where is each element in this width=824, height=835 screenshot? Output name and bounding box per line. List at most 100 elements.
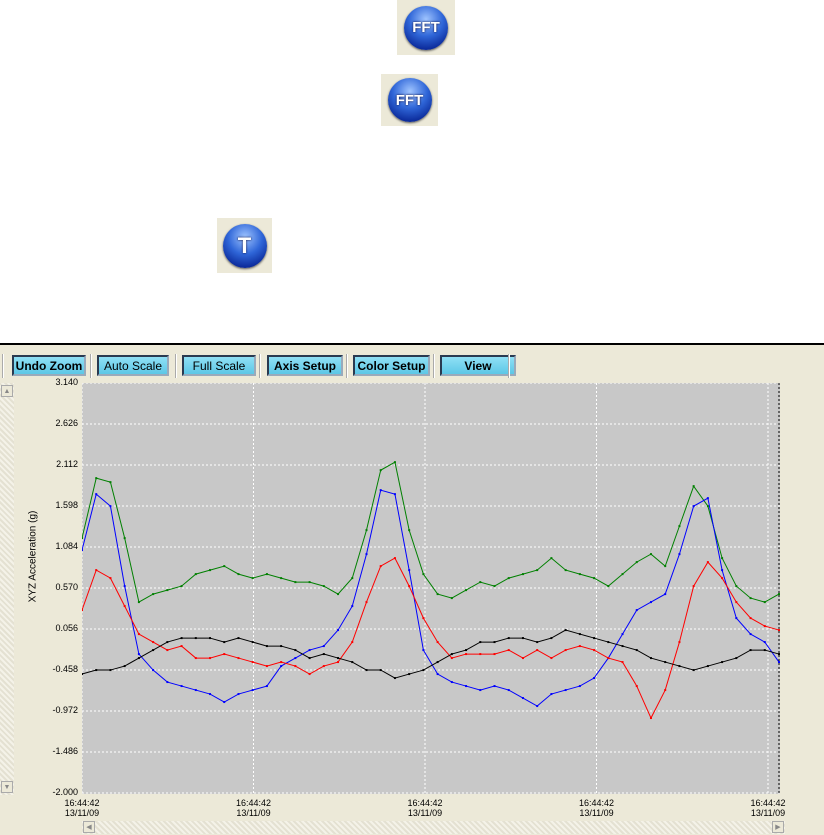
data-point-blue <box>436 673 439 676</box>
data-point-black <box>692 669 695 672</box>
scroll-down-arrow-icon[interactable]: ▼ <box>1 781 13 793</box>
auto-scale-button[interactable]: Auto Scale <box>97 355 169 376</box>
fft-icon-label: FFT <box>412 19 440 36</box>
data-point-red <box>493 653 496 656</box>
scroll-right-arrow-icon[interactable]: ▶ <box>772 821 784 833</box>
data-point-black <box>82 673 83 676</box>
data-point-green <box>194 573 197 576</box>
data-point-blue <box>393 493 396 496</box>
toolbar-separator <box>508 354 510 378</box>
data-point-black <box>450 653 453 656</box>
data-point-green <box>621 573 624 576</box>
y-tick-label: -1.486 <box>52 746 78 756</box>
data-point-green <box>692 485 695 488</box>
color-setup-button[interactable]: Color Setup <box>353 355 430 376</box>
data-point-red <box>209 657 212 660</box>
data-point-black <box>621 645 624 648</box>
data-point-black <box>721 661 724 664</box>
data-point-red <box>465 653 468 656</box>
data-point-blue <box>778 661 780 664</box>
data-point-black <box>408 673 411 676</box>
data-point-red <box>393 557 396 560</box>
data-point-black <box>166 641 169 644</box>
acceleration-plot[interactable] <box>82 383 780 794</box>
toolbar-separator <box>346 354 348 378</box>
data-point-black <box>635 649 638 652</box>
axis-setup-button[interactable]: Axis Setup <box>267 355 343 376</box>
undo-zoom-button[interactable]: Undo Zoom <box>12 355 86 376</box>
data-point-black <box>436 661 439 664</box>
data-point-red <box>123 605 126 608</box>
data-point-blue <box>408 569 411 572</box>
data-point-blue <box>137 653 140 656</box>
series-line-red <box>82 557 780 720</box>
y-tick-label: 1.084 <box>55 541 78 551</box>
toolbar-separator <box>433 354 435 378</box>
data-point-green <box>507 577 510 580</box>
data-point-blue <box>194 689 197 692</box>
data-point-black <box>209 637 212 640</box>
fft-button-2[interactable]: FFT <box>381 74 438 126</box>
data-point-black <box>265 645 268 648</box>
data-point-blue <box>536 705 539 708</box>
data-point-green <box>82 537 83 540</box>
data-point-black <box>593 637 596 640</box>
x-tick-date: 13/11/09 <box>579 808 614 818</box>
data-point-blue <box>706 497 709 500</box>
data-point-black <box>749 649 752 652</box>
data-point-red <box>379 565 382 568</box>
x-tick-label: 16:44:42 13/11/09 <box>52 798 112 818</box>
data-point-black <box>706 665 709 668</box>
data-point-black <box>493 641 496 644</box>
data-point-black <box>649 657 652 660</box>
horizontal-scrollbar[interactable]: ◀ ▶ <box>82 821 785 834</box>
data-point-red <box>408 585 411 588</box>
data-point-green <box>479 581 482 584</box>
data-point-red <box>337 661 340 664</box>
data-point-green <box>351 577 354 580</box>
data-point-blue <box>678 553 681 556</box>
time-button[interactable]: T <box>217 218 272 273</box>
data-point-red <box>536 649 539 652</box>
fft-button-1[interactable]: FFT <box>397 0 455 55</box>
data-point-black <box>521 637 524 640</box>
data-point-green <box>678 525 681 528</box>
data-point-black <box>337 657 340 660</box>
data-point-green <box>294 581 297 584</box>
vertical-scrollbar[interactable]: ▲ ▼ <box>0 383 14 795</box>
fft-icon-label: FFT <box>395 91 424 109</box>
data-point-blue <box>223 701 226 704</box>
data-point-blue <box>109 505 112 508</box>
data-point-blue <box>308 649 311 652</box>
data-point-red <box>664 689 667 692</box>
data-point-green <box>393 461 396 464</box>
data-point-blue <box>664 593 667 596</box>
data-point-green <box>664 565 667 568</box>
data-point-black <box>507 637 510 640</box>
data-point-blue <box>82 549 83 552</box>
data-point-blue <box>152 669 155 672</box>
data-point-green <box>337 593 340 596</box>
data-point-blue <box>95 493 98 496</box>
series-line-black <box>82 629 780 679</box>
data-point-red <box>649 717 652 720</box>
data-point-black <box>778 653 780 656</box>
data-point-blue <box>123 585 126 588</box>
full-scale-button[interactable]: Full Scale <box>182 355 256 376</box>
toolbar-separator <box>2 354 4 378</box>
scroll-left-arrow-icon[interactable]: ◀ <box>83 821 95 833</box>
data-point-blue <box>493 685 496 688</box>
data-point-black <box>479 641 482 644</box>
data-point-black <box>280 645 283 648</box>
data-point-blue <box>763 641 766 644</box>
data-point-red <box>223 653 226 656</box>
data-point-green <box>379 469 382 472</box>
scroll-up-arrow-icon[interactable]: ▲ <box>1 385 13 397</box>
data-point-blue <box>465 685 468 688</box>
data-point-black <box>564 629 567 632</box>
view-button[interactable]: View <box>440 355 516 376</box>
data-point-green <box>237 573 240 576</box>
data-point-blue <box>365 553 368 556</box>
x-tick-time: 16:44:42 <box>750 798 786 808</box>
data-point-green <box>635 561 638 564</box>
